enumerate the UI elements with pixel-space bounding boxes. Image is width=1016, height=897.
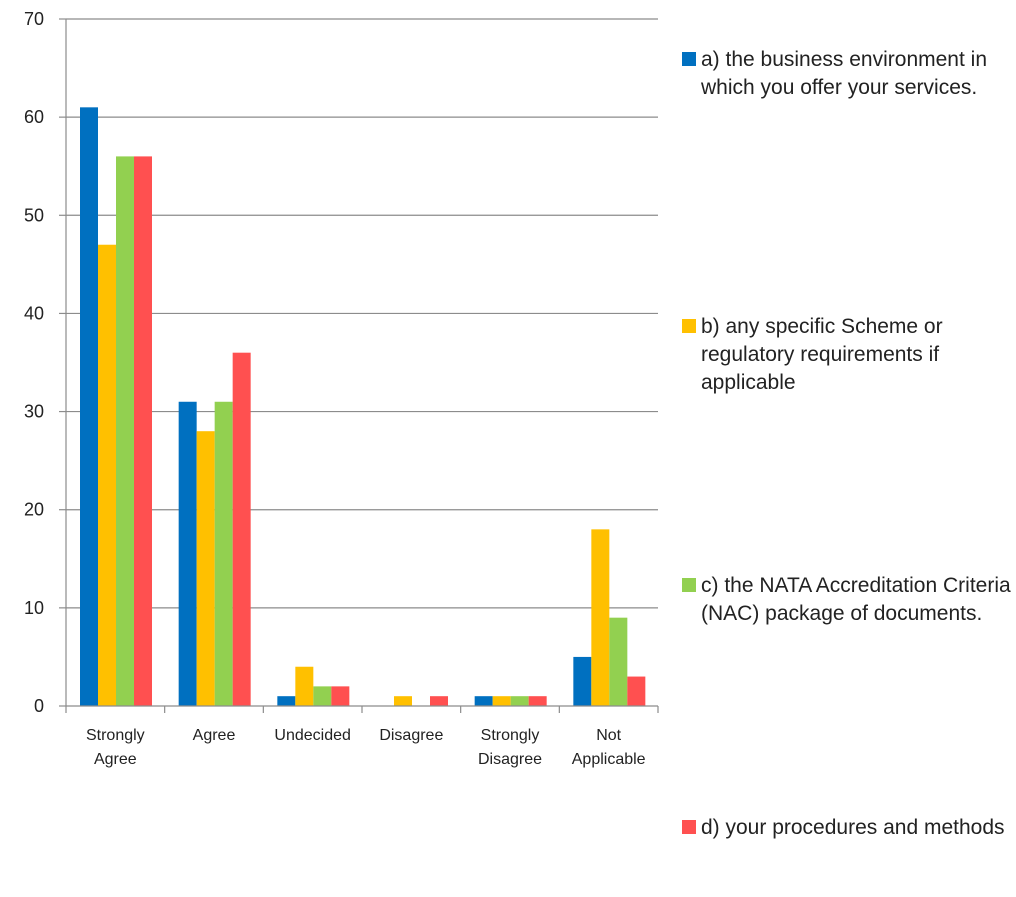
bars [80,107,646,707]
axis-labels: 0 10 20 30 40 50 60 70 Strongly Agree Agree Undecid… [24,9,646,768]
y-tick-label: 30 [24,402,44,422]
bar-d [430,696,448,706]
bar-b [196,431,215,706]
y-tick-label: 70 [24,9,44,29]
y-tick-label: 10 [24,598,44,618]
bar-d [528,696,547,706]
y-tick-label: 20 [24,500,44,520]
y-tick-label: 50 [24,205,44,225]
bar-a [277,696,296,706]
bar-b [591,529,610,706]
legend-swatch-b [682,319,696,333]
bar-b [295,666,314,706]
y-tick-label: 0 [34,696,44,716]
legend-label-d: d) your procedures and methods [701,816,1005,839]
legend-swatch-a [682,52,696,66]
bar-b [394,696,412,706]
bar-c [214,401,233,706]
y-tick-label: 60 [24,107,44,127]
bar-b [98,244,116,706]
legend-item-a: a) the business environment in which you… [682,46,1012,102]
bar-a [80,107,98,707]
legend-item-b: b) any specific Scheme or regulatory req… [682,313,1012,397]
bar-d [232,352,251,706]
legend-swatch-c [682,578,696,592]
legend-item-c: c) the NATA Accreditation Criteria (NAC)… [682,572,1012,628]
legend-label-b: b) any specific Scheme or regulatory req… [701,315,943,394]
legend-item-d: d) your procedures and methods [682,814,1012,842]
bar-a [573,656,592,706]
x-category-label: Undecided [274,727,351,744]
bar-d [331,686,350,706]
bar-c [609,617,628,706]
y-tick-label: 40 [24,303,44,323]
x-category-label: Not Applicable [572,727,646,768]
bar-d [134,156,152,706]
bar-a [474,696,493,706]
bar-d [627,676,646,706]
bar-c [116,156,134,706]
bar-c [510,696,529,706]
legend-label-c: c) the NATA Accreditation Criteria (NAC)… [701,574,1011,625]
x-category-label: Strongly Disagree [478,727,542,768]
x-category-label: Disagree [379,727,443,744]
axes [59,18,659,713]
gridlines [66,18,658,609]
x-category-label: Strongly Agree [86,727,145,768]
legend-label-a: a) the business environment in which you… [701,48,987,99]
bar-c [313,686,332,706]
bar-a [178,401,197,706]
x-category-label: Agree [193,727,236,744]
legend-swatch-d [682,820,696,834]
bar-b [492,696,511,706]
